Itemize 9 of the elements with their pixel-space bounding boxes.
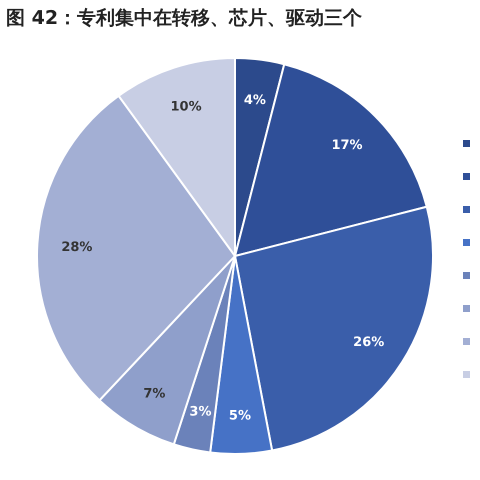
data-label: 10%	[170, 99, 202, 114]
data-label: 4%	[244, 92, 266, 108]
data-label: 17%	[331, 138, 363, 153]
data-label: 7%	[143, 386, 166, 402]
data-label: 5%	[228, 408, 252, 424]
chart-title: 图 42：专利集中在转移、芯片、驱动三个	[6, 7, 364, 29]
data-label: 3%	[189, 404, 212, 420]
data-label: 28%	[61, 240, 92, 256]
data-label: 26%	[353, 334, 384, 350]
